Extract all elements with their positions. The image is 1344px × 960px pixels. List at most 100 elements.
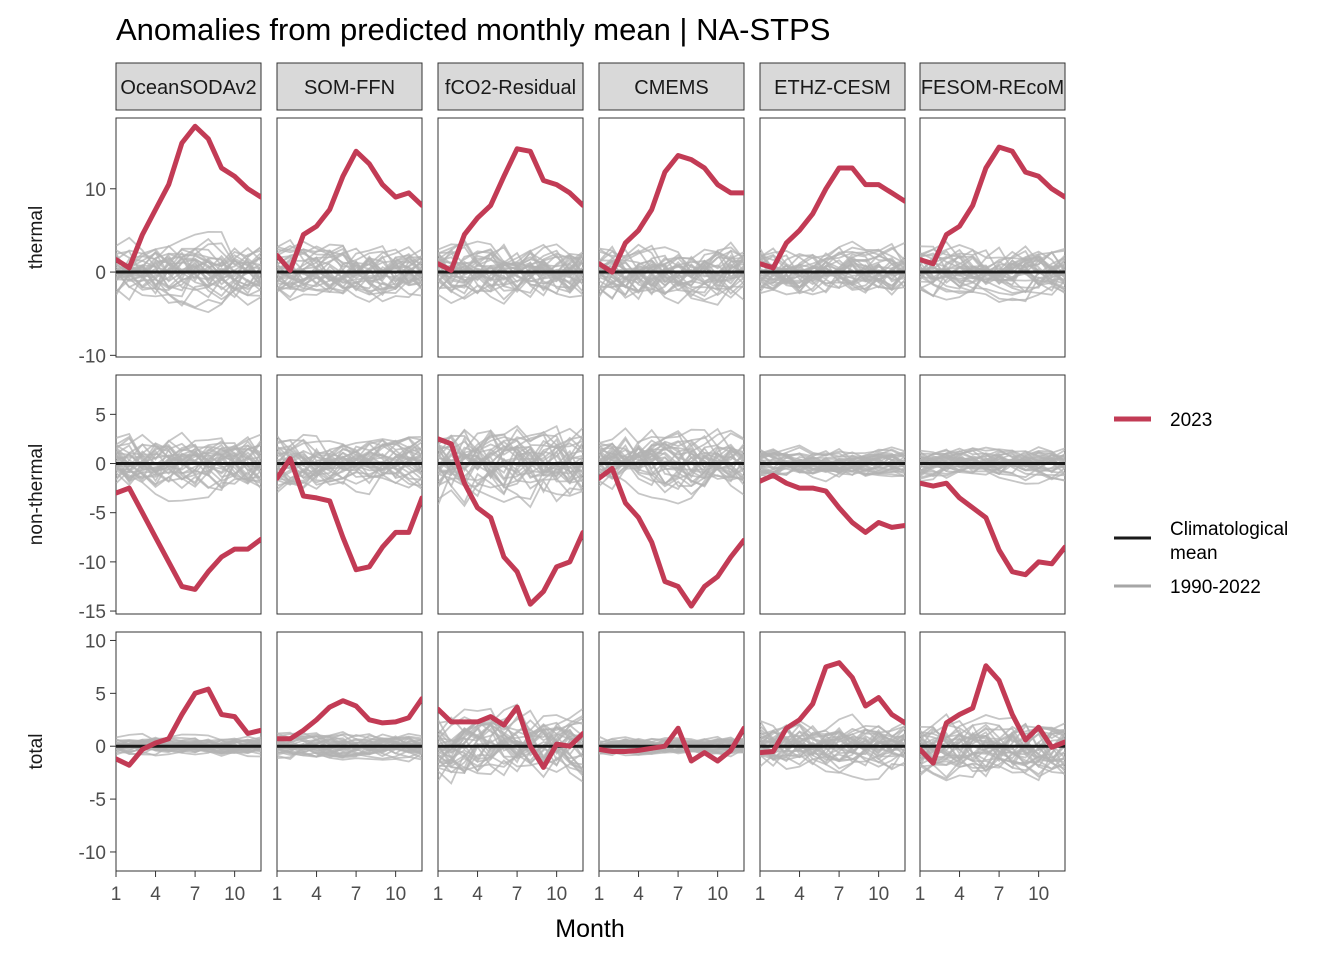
series-2023-line <box>599 465 744 609</box>
historical-line <box>599 244 744 290</box>
historical-line <box>116 253 261 291</box>
historical-line <box>599 427 744 465</box>
historical-line <box>760 723 905 753</box>
x-tick-label: 4 <box>633 884 644 905</box>
x-axis-label: Month <box>555 915 624 943</box>
x-tick-label: 7 <box>351 884 362 905</box>
y-tick-label: -5 <box>89 790 106 811</box>
historical-line <box>438 252 583 283</box>
panel-thermal-oceansodav2 <box>115 117 262 358</box>
historical-line <box>277 256 422 296</box>
historical-line <box>438 719 583 765</box>
x-tick-label: 4 <box>311 884 322 905</box>
y-tick-label: 10 <box>85 631 106 652</box>
x-tick-label: 4 <box>150 884 161 905</box>
strip-ethz-cesm: ETHZ-CESM <box>759 62 906 111</box>
chart-title: Anomalies from predicted monthly mean | … <box>116 12 830 47</box>
x-tick-label: 7 <box>994 884 1005 905</box>
x-axis-cmems: 1 4 7 10 <box>594 871 728 905</box>
panel-lines <box>277 433 422 573</box>
series-2023-line <box>599 725 744 764</box>
historical-line <box>438 248 583 292</box>
strip-box <box>759 62 906 111</box>
strip-box <box>115 62 262 111</box>
panel-non-thermal-som-ffn <box>276 374 423 615</box>
x-axis-fesom-recom: 1 4 7 10 <box>915 871 1049 905</box>
x-axis-ethz-cesm: 1 4 7 10 <box>755 871 889 905</box>
panel-lines <box>599 153 744 306</box>
series-2023-line <box>760 660 905 756</box>
historical-line <box>438 707 583 770</box>
strip-som-ffn: SOM-FFN <box>276 62 423 111</box>
historical-line <box>920 723 1065 764</box>
panel-background <box>276 117 423 358</box>
panel-background <box>437 117 584 358</box>
legend-label: Climatological mean <box>1170 519 1288 564</box>
row-label-non-thermal: non-thermal <box>26 444 47 545</box>
historical-line <box>116 442 261 484</box>
x-axis-oceansodav2: 1 4 7 10 <box>111 871 245 905</box>
historical-line <box>760 457 905 477</box>
panel-thermal-som-ffn <box>276 117 423 358</box>
panel-lines <box>760 165 905 296</box>
historical-line <box>599 742 744 758</box>
historical-line <box>438 243 583 283</box>
panel-lines <box>760 444 905 535</box>
panel-lines <box>116 123 261 314</box>
series-2023-line <box>920 144 1065 267</box>
historical-line <box>277 273 422 302</box>
x-tick-label: 10 <box>385 884 406 905</box>
historical-line <box>920 732 1065 773</box>
x-tick-label: 10 <box>224 884 245 905</box>
historical-line <box>116 259 261 292</box>
series-2023-line <box>116 123 261 271</box>
historical-line <box>599 259 744 306</box>
panel-thermal-ethz-cesm <box>759 117 906 358</box>
strip-label: FESOM-REcoM <box>921 77 1064 99</box>
historical-line <box>277 450 422 484</box>
historical-line <box>760 713 905 753</box>
y-tick-label: -15 <box>79 602 106 623</box>
panel-total-ethz-cesm: 1 4 7 10 <box>755 631 906 905</box>
historical-line <box>599 245 744 280</box>
y-tick-label: 0 <box>95 455 106 476</box>
historical-line <box>760 736 905 763</box>
panel-total-fco2-residual: 1 4 7 10 <box>433 631 584 905</box>
historical-line <box>277 449 422 487</box>
historical-line <box>277 438 422 479</box>
series-2023-line <box>438 146 583 273</box>
legend-label: 1990-2022 <box>1170 577 1261 598</box>
strip-cmems: CMEMS <box>598 62 745 111</box>
strip-fco2-residual: fCO2-Residual <box>437 62 584 111</box>
strip-box <box>276 62 423 111</box>
panel-thermal-fesom-recom <box>919 117 1066 358</box>
x-tick-label: 1 <box>111 884 122 905</box>
historical-line <box>438 246 583 285</box>
x-tick-label: 1 <box>272 884 283 905</box>
panel-non-thermal-fco2-residual <box>437 374 584 615</box>
x-tick-label: 4 <box>954 884 965 905</box>
x-tick-label: 1 <box>433 884 444 905</box>
historical-line <box>599 427 744 460</box>
legend-item-climatological-mean: Climatological mean <box>1114 519 1288 564</box>
y-tick-label: -10 <box>79 553 106 574</box>
strip-box <box>437 62 584 111</box>
x-tick-label: 10 <box>707 884 728 905</box>
strip-oceansodav2: OceanSODAv2 <box>115 62 262 111</box>
y-tick-label: -10 <box>79 843 106 864</box>
x-tick-label: 4 <box>472 884 483 905</box>
x-tick-label: 1 <box>594 884 605 905</box>
x-axis-som-ffn: 1 4 7 10 <box>272 871 406 905</box>
historical-line <box>920 739 1065 776</box>
historical-line <box>438 259 583 300</box>
historical-line <box>599 248 744 281</box>
x-tick-label: 1 <box>915 884 926 905</box>
strip-label: OceanSODAv2 <box>120 77 256 99</box>
historical-line <box>760 719 905 755</box>
y-axis-non-thermal: -15 -10 -5 0 5 <box>79 405 116 623</box>
historical-line <box>277 254 422 286</box>
series-2023-line <box>599 153 744 275</box>
y-tick-label: 0 <box>95 737 106 758</box>
historical-line <box>599 429 744 464</box>
